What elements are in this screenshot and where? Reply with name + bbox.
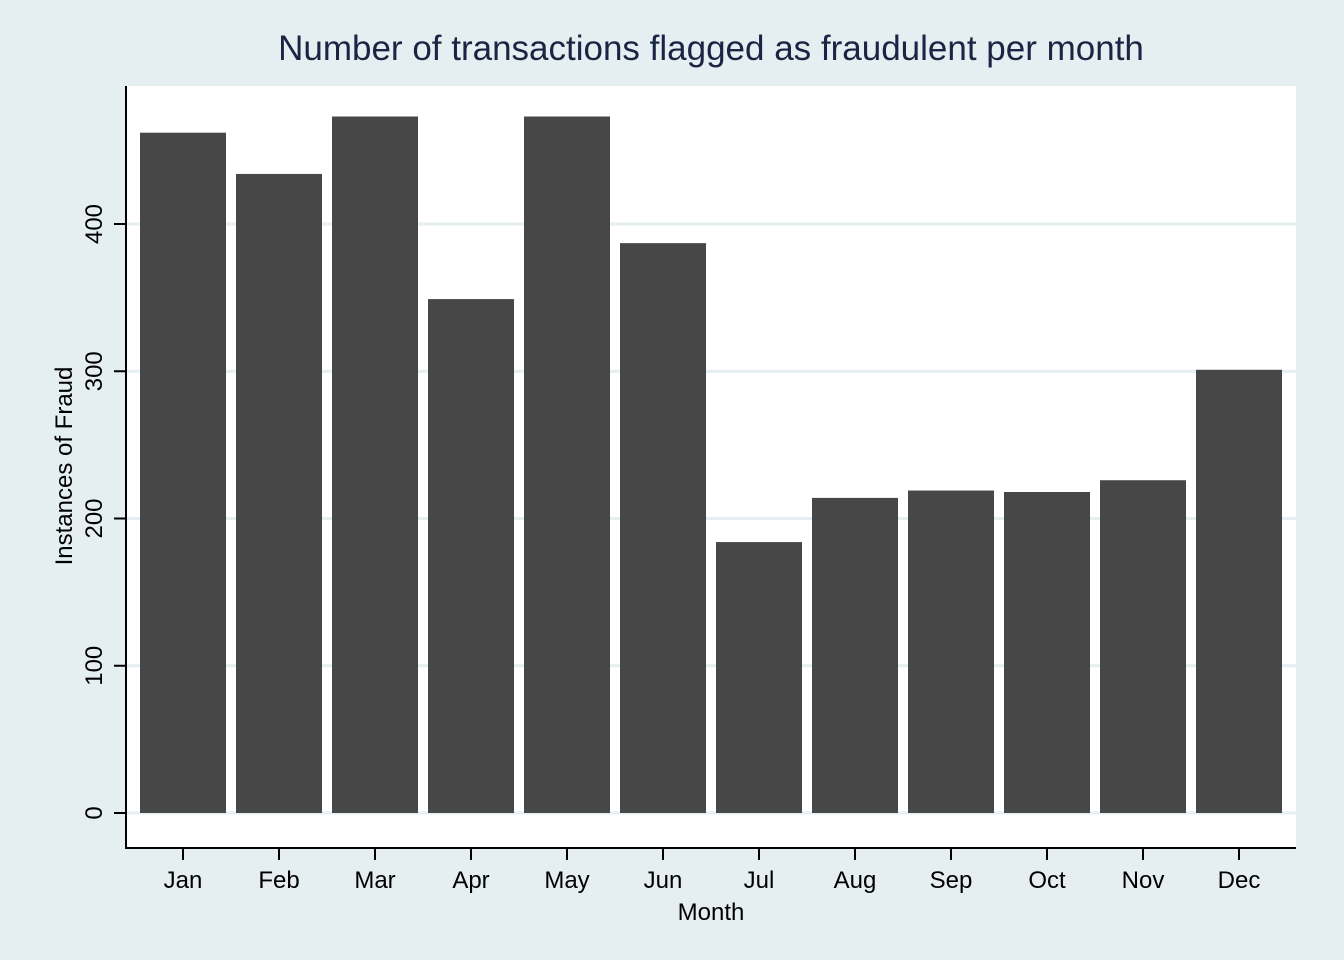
x-tick-label: May bbox=[544, 867, 589, 894]
x-tick-label: Aug bbox=[834, 867, 877, 894]
y-tick-label: 100 bbox=[81, 646, 108, 686]
x-tick-label: Mar bbox=[354, 867, 395, 894]
x-tick-label: Sep bbox=[930, 867, 973, 894]
x-tick-label: Jun bbox=[644, 867, 683, 894]
bar-jun bbox=[620, 243, 706, 813]
y-tick-label: 0 bbox=[81, 806, 108, 819]
y-tick-label: 300 bbox=[81, 351, 108, 391]
x-axis-ticks: Jan Feb Mar Apr May Jun Jul Aug Sep Oct Nov Dec bbox=[164, 848, 1261, 894]
chart-title: Number of transactions flagged as fraudu… bbox=[278, 29, 1144, 68]
x-axis-label: Month bbox=[678, 899, 745, 926]
bar-apr bbox=[428, 299, 514, 813]
bar-dec bbox=[1196, 369, 1282, 813]
x-tick-label: Oct bbox=[1028, 867, 1066, 894]
bar-sep bbox=[908, 490, 994, 813]
y-tick-label: 200 bbox=[81, 498, 108, 538]
bar-nov bbox=[1100, 480, 1186, 813]
x-tick-label: Jan bbox=[164, 867, 203, 894]
bar-oct bbox=[1004, 491, 1090, 813]
bars bbox=[140, 116, 1282, 813]
x-tick-label: Dec bbox=[1218, 867, 1261, 894]
bar-aug bbox=[812, 497, 898, 813]
y-axis-label: Instances of Fraud bbox=[51, 367, 78, 566]
bar-jan bbox=[140, 132, 226, 813]
bar-may bbox=[524, 116, 610, 813]
x-tick-label: Jul bbox=[744, 867, 775, 894]
y-axis-ticks: 0 100 200 300 400 bbox=[81, 204, 126, 820]
x-tick-label: Nov bbox=[1122, 867, 1165, 894]
bar-jul bbox=[716, 542, 802, 813]
bar-feb bbox=[236, 173, 322, 813]
x-tick-label: Apr bbox=[452, 867, 489, 894]
bar-mar bbox=[332, 116, 418, 813]
y-tick-label: 400 bbox=[81, 204, 108, 244]
x-tick-label: Feb bbox=[258, 867, 299, 894]
